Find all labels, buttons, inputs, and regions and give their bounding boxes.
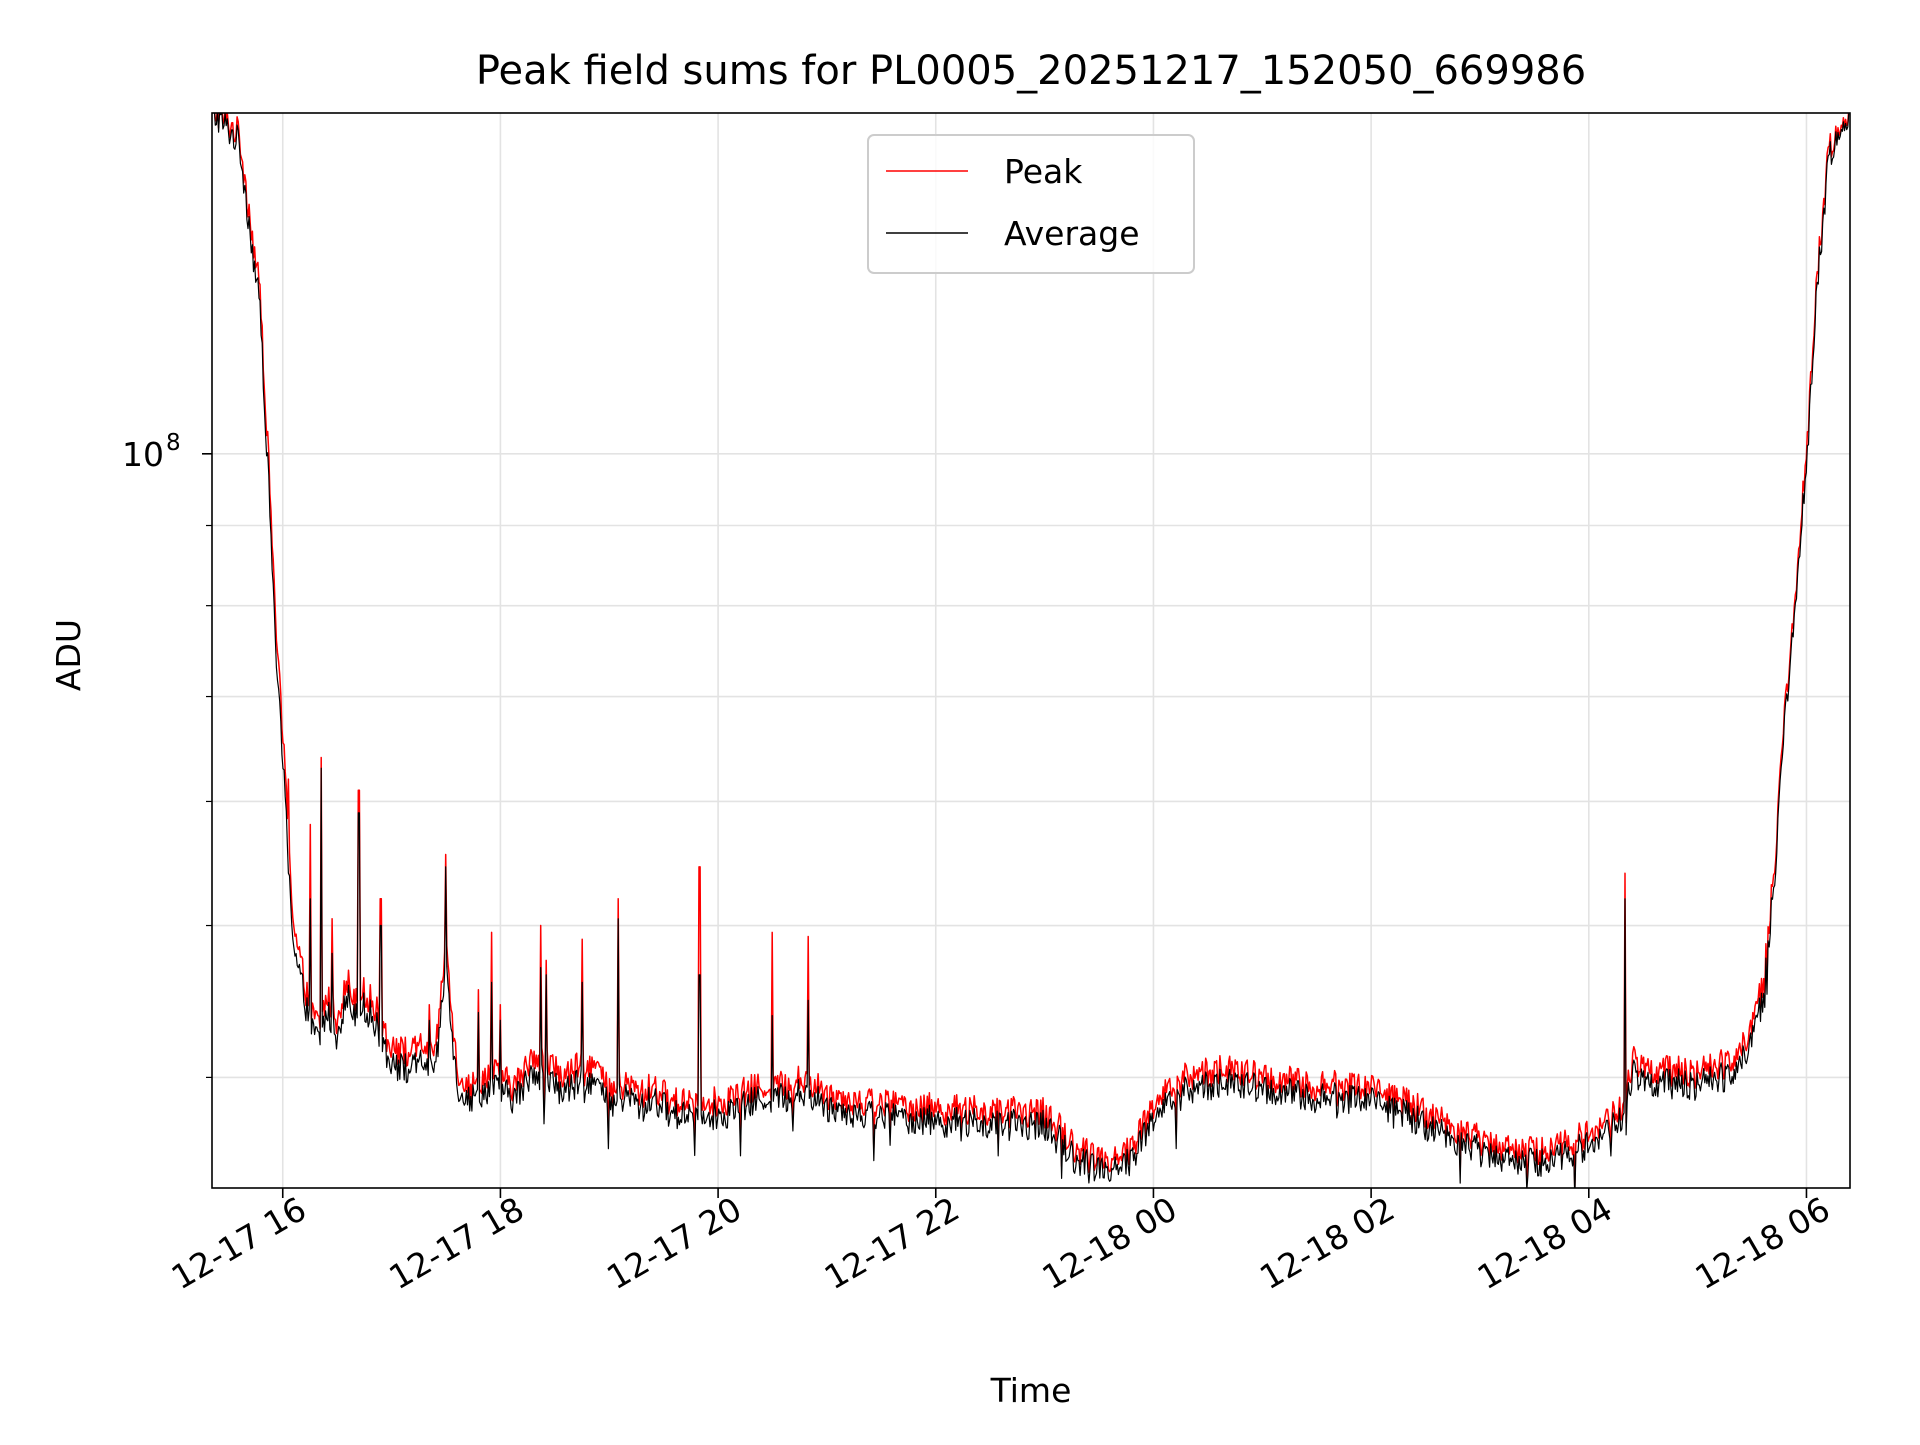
legend-label-peak: Peak xyxy=(1004,152,1083,191)
legend-box xyxy=(867,134,1195,274)
y-tick-label-base: 10 xyxy=(122,435,164,474)
legend: Peak Average xyxy=(867,134,1195,274)
y-tick-label-exponent: 8 xyxy=(166,430,181,456)
plot-frame xyxy=(211,112,1851,1189)
series-line-peak xyxy=(214,113,1850,1188)
y-axis-label: ADU xyxy=(49,619,88,691)
series-layer xyxy=(213,113,1850,1188)
series-line-average xyxy=(213,113,1850,1188)
chart-title: Peak field sums for PL0005_20251217_1520… xyxy=(476,48,1586,94)
x-axis-label: Time xyxy=(990,1371,1072,1410)
legend-label-average: Average xyxy=(1004,214,1140,253)
